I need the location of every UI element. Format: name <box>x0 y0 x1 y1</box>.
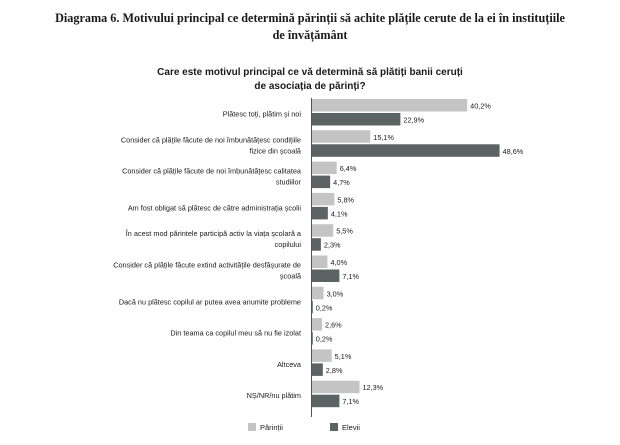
category-label-2-line-2: fizice din școală <box>249 146 301 155</box>
legend-swatch-2 <box>330 423 338 431</box>
bar-elevii-4 <box>312 206 328 220</box>
bar-elevii-6 <box>312 269 340 282</box>
data-label-elevii-7: 0,2% <box>316 303 333 312</box>
data-label-parinti-10: 12,3% <box>362 383 383 392</box>
category-label-4-line-1: Am fost obligat să plătesc de către admi… <box>128 203 302 212</box>
data-label-parinti-3: 6,4% <box>340 164 357 173</box>
bar-elevii-1 <box>312 113 401 126</box>
category-label-5-line-1: În acest mod părintele participă activ l… <box>125 229 302 238</box>
category-label-3-line-2: studiilor <box>276 178 302 187</box>
category-label-8-line-1: Din teama ca copilul meu să nu fie izola… <box>170 329 301 338</box>
bar-parinti-6 <box>312 255 328 268</box>
bar-parinti-5 <box>312 224 334 237</box>
chart-title-line-1: Care este motivul principal ce vă determ… <box>157 67 463 78</box>
data-label-elevii-8: 0,2% <box>316 335 333 344</box>
chart-title-line-2: de asociația de părinți? <box>254 81 365 92</box>
category-label-1-line-1: Plătesc toți, plătim și noi <box>223 110 302 119</box>
data-label-elevii-9: 2,8% <box>326 366 343 375</box>
data-label-elevii-3: 4,7% <box>333 178 350 187</box>
category-label-2-line-1: Consider că plățile făcute de noi îmbună… <box>121 135 301 144</box>
bar-parinti-9 <box>312 349 332 362</box>
bar-parinti-7 <box>312 286 324 300</box>
bar-parinti-3 <box>312 161 337 175</box>
category-label-10-line-1: NȘ/NR/nu plătim <box>247 391 301 400</box>
category-label-3-line-1: Consider că plățile făcute de noi îmbună… <box>122 167 302 176</box>
figure-caption-line-2: de învățământ <box>272 28 348 42</box>
bar-parinti-8 <box>312 318 323 331</box>
legend-label-1: Părinții <box>260 423 283 432</box>
bar-parinti-4 <box>312 192 335 206</box>
data-label-parinti-9: 5,1% <box>335 352 352 361</box>
bar-parinti-2 <box>312 130 371 143</box>
bar-parinti-1 <box>312 99 468 112</box>
bar-elevii-3 <box>312 175 331 189</box>
data-label-parinti-1: 40,2% <box>470 102 491 111</box>
bar-elevii-5 <box>312 238 321 251</box>
category-label-6-line-2: școală <box>280 272 302 281</box>
data-label-parinti-4: 5,8% <box>337 195 354 204</box>
bar-elevii-8 <box>312 332 313 345</box>
data-label-elevii-5: 2,3% <box>324 241 341 250</box>
figure-caption: Diagrama 6. Motivului principal ce deter… <box>0 10 620 44</box>
legend-label-2: Elevii <box>342 423 360 432</box>
legend-swatch-1 <box>248 423 256 431</box>
bar-elevii-2 <box>312 144 500 157</box>
category-label-9-line-1: Altceva <box>277 360 302 369</box>
category-label-7-line-1: Dacă nu plătesc copilul ar putea avea an… <box>119 297 301 306</box>
data-label-elevii-6: 7,1% <box>342 272 359 281</box>
data-label-parinti-5: 5,5% <box>336 227 353 236</box>
category-label-5-line-2: copilului <box>275 240 302 249</box>
bar-parinti-10 <box>312 380 360 394</box>
bar-elevii-7 <box>312 300 313 314</box>
data-label-elevii-2: 48,6% <box>503 147 524 156</box>
data-label-elevii-10: 7,1% <box>342 397 359 406</box>
bar-elevii-9 <box>312 363 323 376</box>
data-label-elevii-1: 22,9% <box>403 116 424 125</box>
data-label-parinti-6: 4,0% <box>330 258 347 267</box>
data-label-parinti-7: 3,0% <box>327 289 344 298</box>
category-label-6-line-1: Consider că plățile făcute extind activi… <box>113 261 301 270</box>
data-label-elevii-4: 4,1% <box>331 209 348 218</box>
data-label-parinti-8: 2,6% <box>325 321 342 330</box>
data-label-parinti-2: 15,1% <box>373 133 394 142</box>
bar-elevii-10 <box>312 394 340 408</box>
figure-caption-line-1: Diagrama 6. Motivului principal ce deter… <box>55 11 565 25</box>
